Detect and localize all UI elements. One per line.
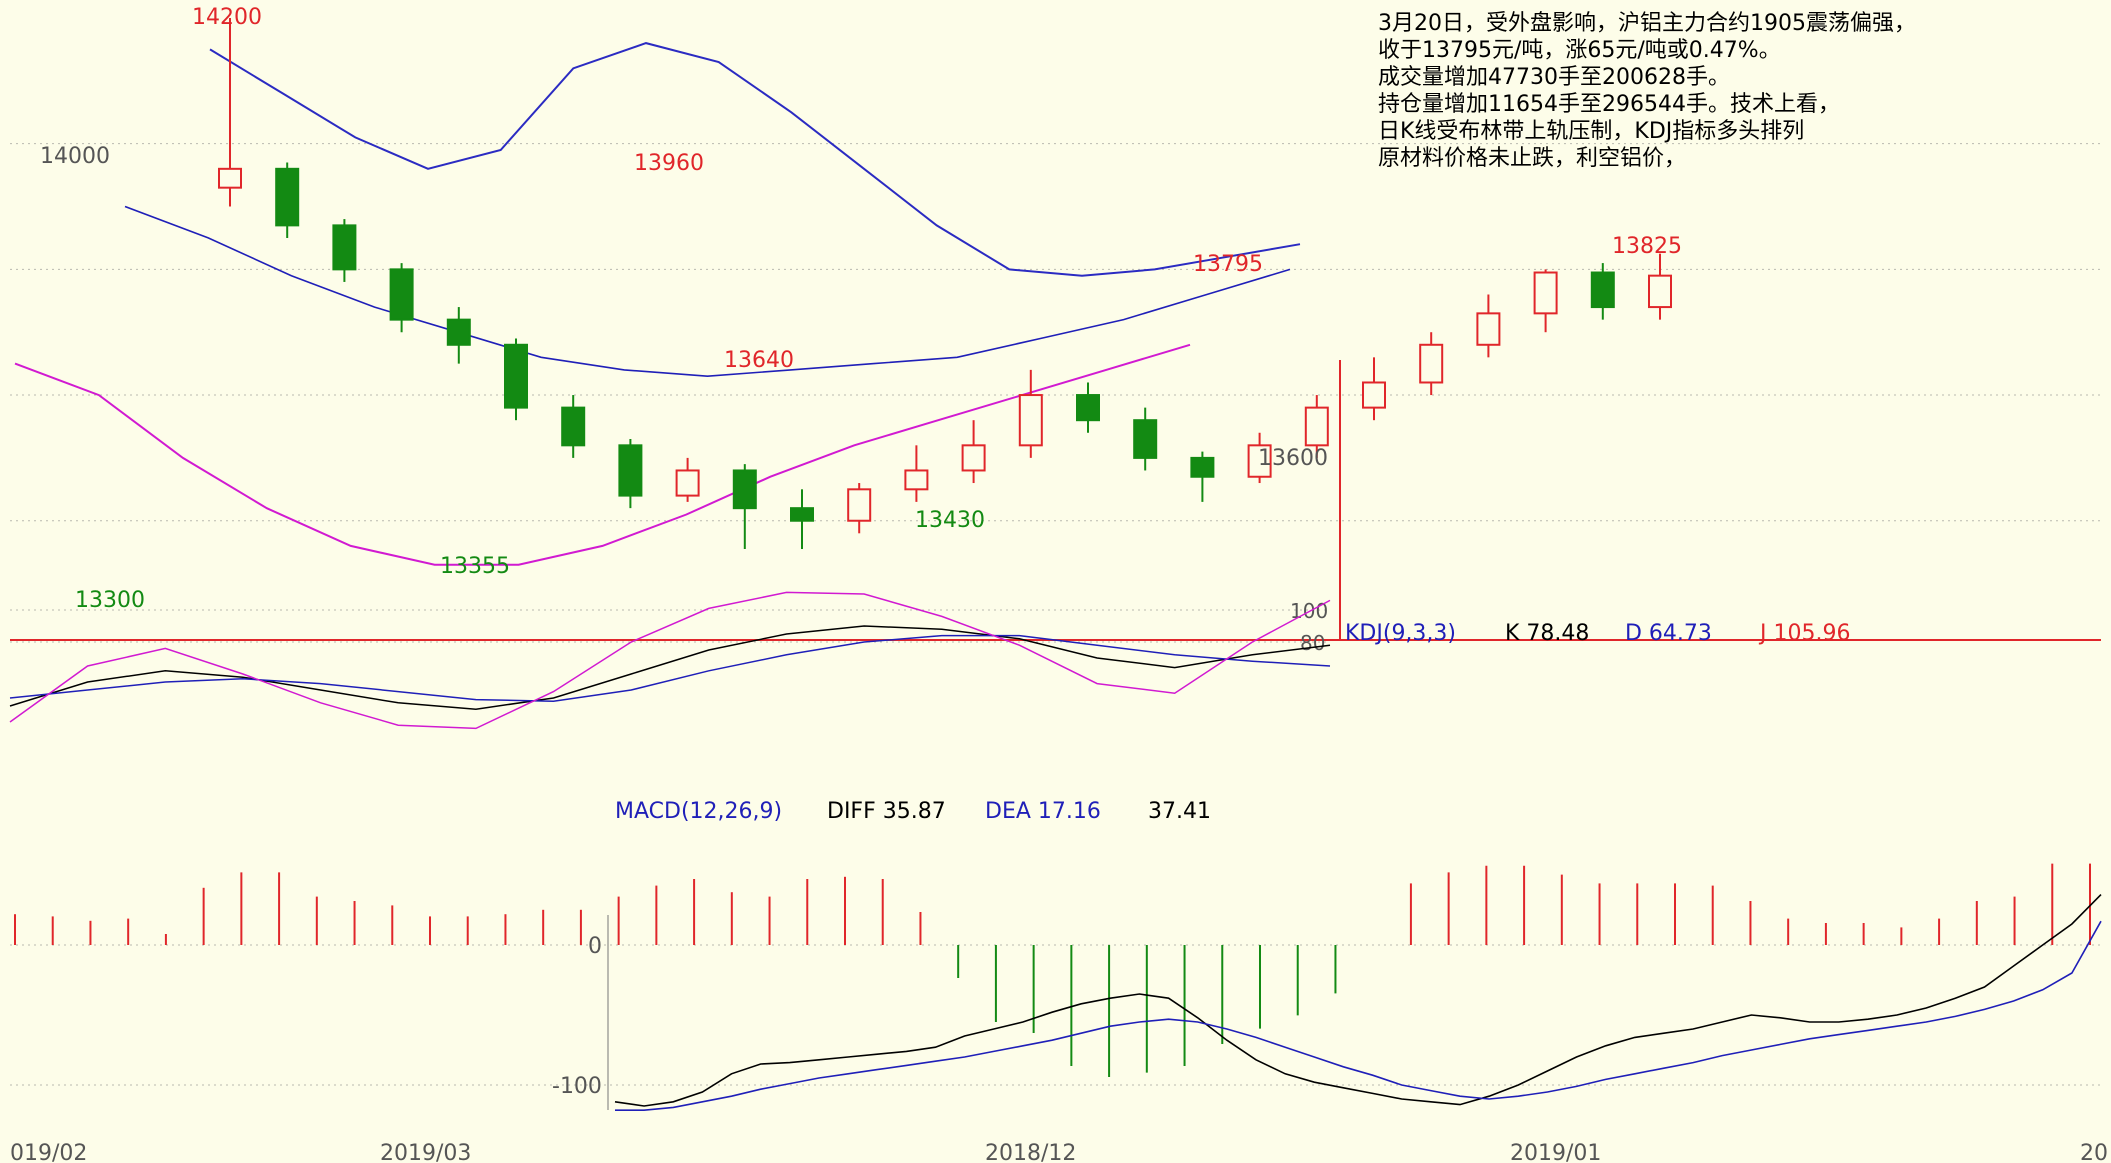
candle-body xyxy=(446,318,471,346)
candle-body xyxy=(1362,381,1386,409)
commentary-line: 3月20日，受外盘影响，沪铝主力合约1905震荡偏强， xyxy=(1378,11,1916,36)
candle-body xyxy=(1018,394,1043,447)
candle-body xyxy=(847,488,872,522)
candle-body xyxy=(332,224,357,271)
middle-band-line xyxy=(124,205,1291,378)
upper-band-line xyxy=(209,42,1301,277)
candlestick-series xyxy=(218,18,1672,550)
kdj-k-readout: K 78.48 xyxy=(1505,621,1589,646)
candle-body xyxy=(732,469,757,510)
macd-panel: 0 -100 MACD(12,26,9) DIFF 35.87 DEA 17.16 37.… xyxy=(10,799,2102,1111)
price-label: 13300 xyxy=(75,588,145,613)
candle-body xyxy=(1533,271,1558,315)
candle-body xyxy=(504,343,528,409)
date-label: 019/02 xyxy=(10,1141,87,1163)
commentary-line: 日K线受布林带上轨压制，KDJ指标多头排列 xyxy=(1378,119,1805,144)
candle-body xyxy=(1590,271,1615,309)
price-label: 14200 xyxy=(192,5,262,30)
kdj-axis-label: 80 xyxy=(1300,631,1325,655)
candle-body xyxy=(1247,444,1272,478)
commentary-line: 收于13795元/吨，涨65元/吨或0.47%。 xyxy=(1378,38,1781,63)
macd-diff-line xyxy=(614,894,2102,1107)
price-label: 13600 xyxy=(1258,446,1328,471)
kdj-j-line xyxy=(9,591,1331,730)
lower-band-line xyxy=(14,343,1191,566)
candle-body xyxy=(1476,312,1501,346)
candle-body xyxy=(1419,343,1444,384)
price-label: 13960 xyxy=(634,151,704,176)
candle-body xyxy=(561,406,586,447)
kdj-title: KDJ(9,3,3) xyxy=(1345,621,1456,646)
commentary-line: 成交量增加47730手至200628手。 xyxy=(1378,65,1730,90)
price-label: 13640 xyxy=(724,348,794,373)
bollinger-bands xyxy=(14,42,1301,566)
price-label: 13795 xyxy=(1193,252,1263,277)
macd-axis-label: 0 xyxy=(588,934,602,959)
macd-dea-line xyxy=(615,920,2102,1111)
price-label: 13825 xyxy=(1612,234,1682,259)
commentary-line: 原材料价格未止跌，利空铝价， xyxy=(1378,146,1687,171)
macd-dea-readout: DEA 17.16 xyxy=(985,799,1101,824)
candle-body xyxy=(1076,394,1100,422)
kdj-j-readout: J 105.96 xyxy=(1758,621,1850,646)
candle-body xyxy=(961,444,986,472)
candle-body xyxy=(275,167,300,227)
kdj-k-line xyxy=(9,625,1331,710)
date-label: 2019/03 xyxy=(380,1141,471,1163)
macd-diff-readout: DIFF 35.87 xyxy=(827,799,946,824)
date-label: 2018/12 xyxy=(985,1141,1076,1163)
chart-grid xyxy=(10,143,2101,641)
macd-axis-label: -100 xyxy=(552,1074,602,1099)
candle-body xyxy=(675,469,700,497)
macd-title: MACD(12,26,9) xyxy=(615,799,782,824)
candle-body xyxy=(1648,274,1672,309)
candle-body xyxy=(218,167,242,189)
candle-body xyxy=(1190,456,1215,478)
market-commentary: 3月20日，受外盘影响，沪铝主力合约1905震荡偏强， 收于13795元/吨，涨… xyxy=(1378,10,1916,172)
macd-value-readout: 37.41 xyxy=(1148,799,1211,824)
candle-body xyxy=(790,507,814,522)
date-label: 2019/01 xyxy=(1510,1141,1601,1163)
candle-body xyxy=(389,268,414,321)
date-label: 20 xyxy=(2080,1141,2108,1163)
commentary-line: 持仓量增加11654手至296544手。技术上看， xyxy=(1378,92,1840,117)
candle-body xyxy=(618,444,643,497)
price-label: 14000 xyxy=(40,144,110,169)
price-label: 13430 xyxy=(915,508,985,533)
candle-body xyxy=(1133,419,1158,459)
kdj-d-line xyxy=(9,634,1331,702)
candle-body xyxy=(1304,406,1329,447)
kdj-d-readout: D 64.73 xyxy=(1625,621,1712,646)
date-axis: 019/02 2019/03 2018/12 2019/01 20 xyxy=(10,1141,2108,1163)
candle-body xyxy=(904,469,929,491)
price-label: 13355 xyxy=(440,554,510,579)
price-labels: 14200 14000 13960 13795 13825 13640 13600 13430… xyxy=(40,5,1682,613)
